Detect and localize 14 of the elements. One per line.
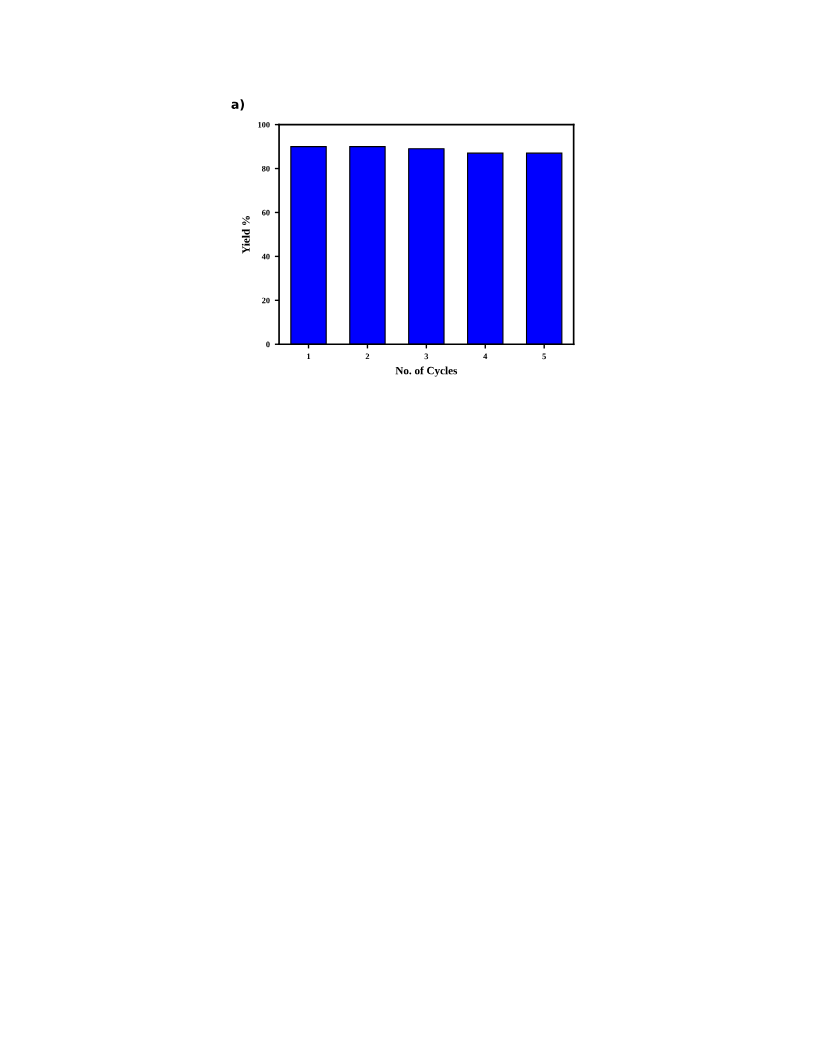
y-tick-label: 20 bbox=[262, 297, 270, 304]
x-tick-label: 3 bbox=[424, 353, 429, 360]
x-tick-label: 1 bbox=[307, 353, 311, 360]
y-tick-label: 40 bbox=[261, 253, 270, 260]
y-tick-label: 80 bbox=[261, 165, 270, 172]
y-tick-label: 0 bbox=[266, 341, 270, 348]
chart-title: a) bbox=[231, 99, 244, 111]
x-tick-label: 2 bbox=[365, 353, 370, 360]
y-tick-label: 100 bbox=[258, 121, 270, 128]
x-tick-label: 4 bbox=[483, 353, 488, 360]
y-tick-label: 60 bbox=[262, 209, 270, 216]
y-axis-title: Yield % bbox=[241, 216, 250, 254]
x-axis-title: No. of Cycles bbox=[395, 366, 458, 377]
x-tick-label: 5 bbox=[542, 353, 546, 360]
